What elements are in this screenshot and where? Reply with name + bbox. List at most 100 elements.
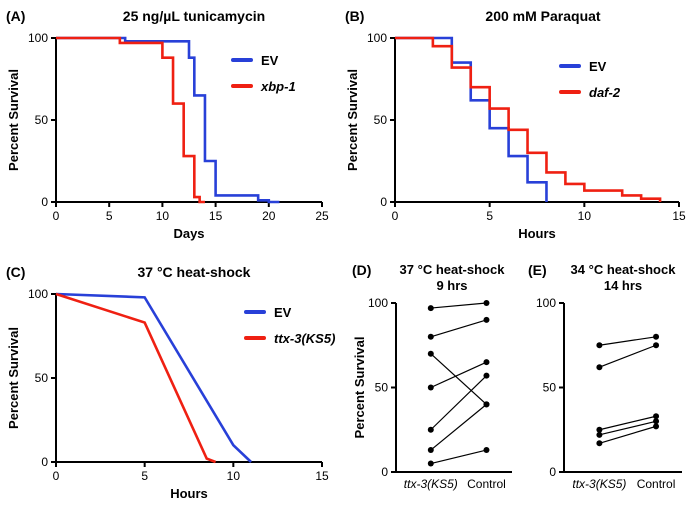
- data-point: [427, 460, 434, 467]
- data-point: [596, 342, 603, 349]
- x-axis-label: Hours: [170, 486, 208, 501]
- legend-label: EV: [274, 304, 292, 320]
- panel-d-label: (D): [352, 262, 372, 278]
- y-tick-label: 50: [35, 113, 49, 127]
- legend-item: EV: [244, 304, 335, 320]
- data-point: [483, 447, 490, 454]
- y-axis-label: Percent Survival: [6, 69, 21, 171]
- x-tick-label: 10: [227, 469, 241, 483]
- panel-c-label: (C): [6, 264, 26, 280]
- y-tick-label: 100: [536, 298, 556, 310]
- panel-a-survival-chart: 0 50 100 0 5 10 15 20 25 Days Percent Survival: [6, 30, 336, 244]
- data-point: [596, 426, 603, 433]
- panel-c-survival-chart: 0 50 100 0 5 10 15 Hours Percent Survival: [6, 286, 336, 504]
- series-daf-2: [395, 36, 662, 202]
- data-point: [427, 447, 434, 454]
- y-tick-label: 0: [41, 195, 48, 209]
- data-point: [483, 316, 490, 323]
- legend-label: ttx-3(KS5): [274, 330, 336, 346]
- data-point: [653, 342, 660, 349]
- legend-label: daf-2: [589, 84, 621, 100]
- panel-a-label: (A): [6, 8, 26, 24]
- panel-d: (D) 37 °C heat-shock 9 hrs 0 50 100 Percent…: [352, 258, 522, 508]
- panel-e-subtitle: 14 hrs: [603, 278, 643, 294]
- x-tick-label: 10: [578, 209, 592, 223]
- x-tick-label: 15: [672, 209, 686, 223]
- series-xbp-1: [56, 36, 205, 204]
- legend-item: xbp-1: [231, 78, 296, 94]
- x-tick-label: 20: [262, 209, 276, 223]
- legend-swatch: [244, 310, 266, 314]
- x-tick-label: 5: [106, 209, 113, 223]
- x-axis-label: Hours: [518, 226, 556, 241]
- x-tick-label: 5: [486, 209, 493, 223]
- pair-line: [599, 336, 657, 346]
- y-tick-label: 50: [35, 371, 49, 385]
- chart-svg: 0 50 100 0 5 10 15 Hours Percent Survival: [345, 31, 686, 241]
- y-tick-label: 0: [381, 465, 388, 479]
- chart-svg: 0 50 100 0 5 10 15 20 25 Days Percent Survival: [6, 31, 329, 241]
- pair-line: [430, 449, 487, 465]
- data-point: [653, 333, 660, 340]
- x-tick-label: 5: [141, 469, 148, 483]
- legend: EV daf-2: [559, 58, 620, 100]
- y-tick-label: 100: [367, 31, 387, 45]
- panel-b-survival-chart: 0 50 100 0 5 10 15 Hours Percent Survival: [345, 30, 695, 244]
- x-tick-label: 10: [156, 209, 170, 223]
- panel-c-title: 37 °C heat-shock: [137, 264, 251, 280]
- x-axis-label: Days: [173, 226, 204, 241]
- legend-label: xbp-1: [261, 78, 296, 94]
- y-tick-label: 50: [374, 113, 388, 127]
- legend-swatch: [559, 64, 581, 68]
- x-tick-label: 25: [315, 209, 329, 223]
- panel-e-label: (E): [528, 262, 547, 278]
- data-point: [596, 440, 603, 447]
- x-tick-label: 0: [53, 469, 60, 483]
- category-label: ttx-3(KS5): [404, 477, 458, 491]
- panel-c: (C) 37 °C heat-shock 0 50 100 0 5 10 15 Hours Pe…: [6, 258, 336, 508]
- legend-label: EV: [589, 58, 607, 74]
- data-point: [427, 384, 434, 391]
- y-tick-label: 0: [549, 465, 556, 479]
- panel-b-title: 200 mM Paraquat: [485, 8, 601, 24]
- legend-label: EV: [261, 52, 279, 68]
- data-point: [483, 401, 490, 408]
- chart-svg: 0 50 100 ttx-3(KS5) Control: [536, 296, 682, 491]
- legend: EV ttx-3(KS5): [244, 304, 335, 346]
- panel-d-paired-chart: 0 50 100 Percent Survival ttx-3(KS5) Control: [352, 296, 522, 502]
- pair-line: [430, 302, 487, 309]
- data-point: [596, 431, 603, 438]
- chart-svg: 0 50 100 0 5 10 15 Hours Percent Survival: [6, 287, 329, 501]
- pair-line: [430, 403, 487, 451]
- data-point: [427, 305, 434, 312]
- data-point: [653, 413, 660, 420]
- y-tick-label: 100: [368, 298, 388, 310]
- category-label: ttx-3(KS5): [572, 477, 626, 491]
- data-point: [427, 350, 434, 357]
- pair-line: [430, 375, 487, 431]
- series-EV: [55, 292, 252, 463]
- data-point: [427, 333, 434, 340]
- panel-a-title: 25 ng/µL tunicamycin: [122, 8, 266, 24]
- pair-line: [430, 361, 487, 389]
- y-tick-label: 100: [28, 31, 48, 45]
- series-EV: [395, 36, 548, 202]
- category-label: Control: [637, 477, 676, 491]
- pair-line: [599, 425, 657, 444]
- x-tick-label: 15: [209, 209, 223, 223]
- legend-swatch: [231, 84, 253, 88]
- series-EV: [56, 36, 280, 204]
- legend-item: ttx-3(KS5): [244, 330, 335, 346]
- legend: EV xbp-1: [231, 52, 296, 94]
- panel-d-title: 37 °C heat-shock: [399, 262, 505, 277]
- y-axis-label: Percent Survival: [6, 327, 21, 429]
- legend-swatch: [231, 58, 253, 62]
- data-point: [483, 300, 490, 306]
- panel-e-paired-chart: 0 50 100 ttx-3(KS5) Control: [528, 296, 696, 502]
- data-point: [483, 372, 490, 379]
- pair-line: [599, 415, 657, 431]
- data-point: [596, 364, 603, 371]
- legend-item: EV: [559, 58, 620, 74]
- y-axis-label: Percent Survival: [352, 337, 367, 439]
